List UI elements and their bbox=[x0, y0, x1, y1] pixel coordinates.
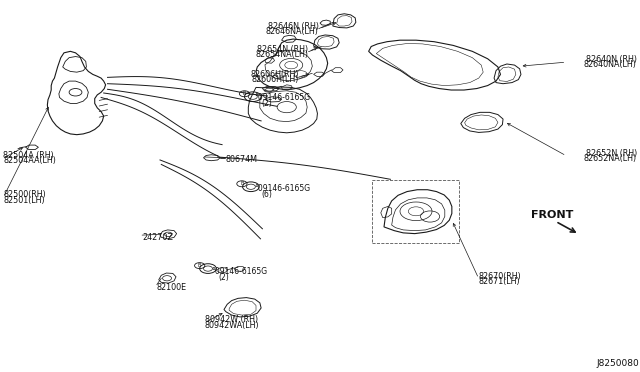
Text: °09146-6165G: °09146-6165G bbox=[254, 93, 310, 102]
Text: 82501(LH): 82501(LH) bbox=[3, 196, 45, 205]
Bar bbox=[372, 180, 459, 243]
Text: B: B bbox=[243, 91, 246, 96]
Text: 82652N (RH): 82652N (RH) bbox=[586, 149, 637, 158]
Text: 82654NA(LH): 82654NA(LH) bbox=[255, 50, 308, 59]
Text: FRONT: FRONT bbox=[531, 210, 573, 220]
Text: 82504A (RH): 82504A (RH) bbox=[3, 151, 54, 160]
Text: 82670(RH): 82670(RH) bbox=[479, 272, 522, 280]
Text: (2): (2) bbox=[218, 273, 229, 282]
Text: 82100E: 82100E bbox=[157, 283, 187, 292]
Text: 82652NA(LH): 82652NA(LH) bbox=[584, 154, 637, 163]
Text: (6): (6) bbox=[261, 190, 272, 199]
Text: 80942W (RH): 80942W (RH) bbox=[205, 315, 258, 324]
Text: 80942WA(LH): 80942WA(LH) bbox=[205, 321, 259, 330]
Text: 82646N (RH): 82646N (RH) bbox=[268, 22, 319, 31]
Text: 82606H(LH): 82606H(LH) bbox=[252, 75, 299, 84]
Text: 82504AA(LH): 82504AA(LH) bbox=[3, 156, 56, 165]
Text: 82640NA(LH): 82640NA(LH) bbox=[584, 60, 637, 69]
Text: 82671(LH): 82671(LH) bbox=[479, 277, 520, 286]
Text: J8250080: J8250080 bbox=[596, 359, 639, 368]
Text: 82646NA(LH): 82646NA(LH) bbox=[266, 27, 319, 36]
Text: (2): (2) bbox=[261, 99, 272, 108]
Text: 82640N (RH): 82640N (RH) bbox=[586, 55, 637, 64]
Text: °09146-6165G: °09146-6165G bbox=[255, 184, 311, 193]
Text: B: B bbox=[240, 181, 244, 186]
Text: 82606H(RH): 82606H(RH) bbox=[250, 70, 299, 79]
Text: 24270Z: 24270Z bbox=[142, 233, 173, 242]
Text: 82500(RH): 82500(RH) bbox=[3, 190, 46, 199]
Text: 80674M: 80674M bbox=[225, 155, 257, 164]
Text: B: B bbox=[198, 263, 202, 268]
Text: 82654N (RH): 82654N (RH) bbox=[257, 45, 308, 54]
Text: °09146-6165G: °09146-6165G bbox=[211, 267, 268, 276]
